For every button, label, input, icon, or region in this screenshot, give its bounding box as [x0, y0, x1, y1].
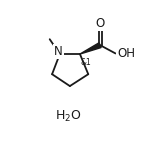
- Polygon shape: [80, 43, 101, 54]
- Text: &1: &1: [80, 58, 91, 67]
- Text: OH: OH: [117, 47, 135, 60]
- Text: H$_2$O: H$_2$O: [55, 109, 81, 124]
- Text: N: N: [54, 45, 63, 58]
- Text: O: O: [95, 17, 105, 30]
